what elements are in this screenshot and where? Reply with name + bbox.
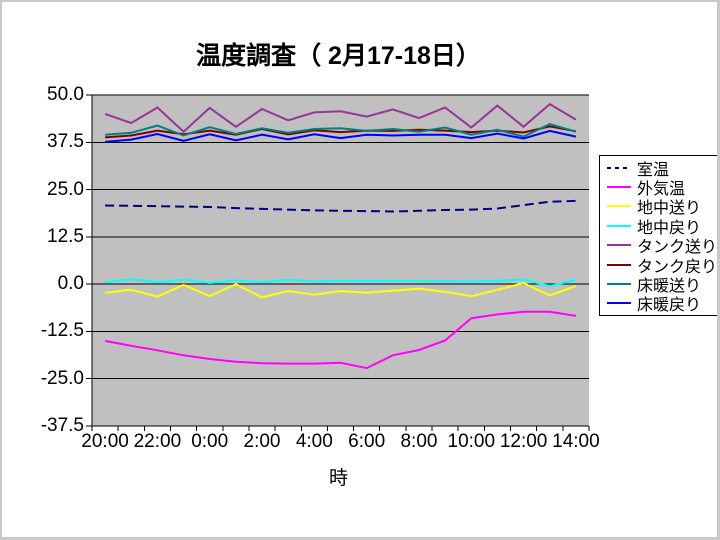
legend-label: 床暖戻り	[637, 297, 702, 315]
series-line	[105, 199, 576, 213]
legend-key-line	[607, 263, 631, 266]
legend-key-line	[607, 244, 631, 247]
x-axis-tick-label: 4:00	[295, 431, 333, 452]
y-axis-tick-label: -12.5	[40, 320, 84, 342]
y-axis-tick-label: 12.5	[47, 225, 84, 247]
x-axis-tick-label: 2:00	[243, 431, 281, 452]
x-axis-title: 時	[328, 468, 348, 489]
legend-item: 床暖送り	[606, 275, 717, 295]
legend: 室温外気温 地中送り 地中戻りタンク送り タンク戻り 床暖送り床暖戻り	[599, 155, 718, 316]
series-line	[104, 278, 577, 288]
x-axis-tick-label: 20:00	[81, 431, 129, 452]
legend-label: 室温	[637, 161, 670, 179]
legend-item: 床暖戻り	[606, 294, 717, 315]
x-axis-tick-label: 14:00	[552, 431, 600, 452]
x-axis-tick-label: 0:00	[191, 431, 229, 452]
legend-item: 室温	[606, 159, 717, 179]
legend-item: 地中送り	[606, 197, 717, 218]
y-axis-tick-label: -25.0	[40, 367, 84, 389]
chart-title: 温度調査（ 2月17-18日）	[196, 42, 481, 70]
legend-item: タンク送り	[606, 236, 718, 257]
y-axis-tick-label: -37.5	[40, 415, 84, 436]
legend-label: 地中戻り	[637, 219, 702, 237]
legend-key-line	[607, 186, 631, 189]
y-axis-tick-label: 50.0	[47, 84, 84, 105]
legend-item: 外気温	[606, 178, 717, 199]
legend-key-line	[607, 205, 631, 208]
plot-area	[92, 95, 589, 426]
x-axis-tick-label: 22:00	[133, 431, 182, 452]
y-axis-tick-label: 25.0	[47, 178, 84, 200]
x-axis-tick-label: 6:00	[348, 431, 386, 452]
legend-item: タンク戻り	[606, 256, 718, 276]
legend-label: タンク送り	[637, 239, 718, 257]
legend-key-line	[607, 282, 631, 285]
legend-label: 地中送り	[637, 200, 702, 218]
series-line	[104, 102, 577, 134]
series-line	[105, 129, 577, 143]
legend-label: 外気温	[637, 181, 686, 199]
legend-item: 地中戻り	[606, 217, 717, 237]
series-line	[104, 281, 577, 299]
x-axis-tick-label: 10:00	[447, 431, 496, 452]
legend-key-line	[607, 224, 631, 227]
series-line	[104, 310, 577, 370]
legend-label: 床暖送り	[637, 277, 702, 295]
legend-label: タンク戻り	[637, 258, 718, 276]
series-line	[105, 123, 577, 138]
y-axis-tick-label: 0.0	[57, 273, 84, 295]
legend-key-line	[607, 302, 631, 305]
x-axis-tick-label: 12:00	[499, 431, 548, 452]
x-axis-tick-label: 8:00	[400, 431, 438, 452]
y-axis-tick-label: 37.5	[47, 131, 84, 153]
legend-key-line	[607, 166, 631, 169]
